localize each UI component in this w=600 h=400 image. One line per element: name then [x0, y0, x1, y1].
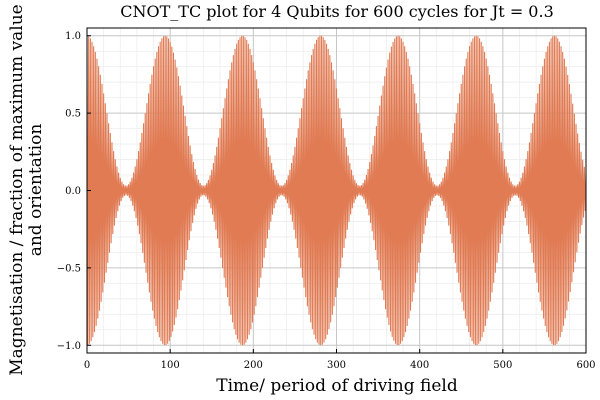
x-tick-label: 200	[244, 360, 263, 371]
x-axis-label: Time/ period of driving field	[216, 376, 458, 396]
y-tick-label: 0.0	[65, 186, 81, 197]
x-tick-label: 300	[327, 360, 346, 371]
x-tick-label: 500	[493, 360, 512, 371]
y-axis-label: Magnetisation / fraction of maximum valu…	[7, 4, 46, 375]
series-line	[87, 35, 586, 346]
y-tick-label: 0.5	[65, 109, 81, 120]
y-axis-label-line-1: Magnetisation / fraction of maximum valu…	[7, 4, 27, 375]
chart-title: CNOT_TC plot for 4 Qubits for 600 cycles…	[120, 2, 554, 21]
series-layer	[87, 35, 586, 346]
x-axis-ticks: 0 100 200 300 400 500 600	[84, 349, 596, 371]
y-tick-label: −0.5	[57, 263, 81, 274]
y-axis-ticks: −1.0 −0.5 0.0 0.5 1.0	[57, 31, 91, 352]
y-tick-label: −1.0	[57, 341, 81, 352]
y-axis-label-line-2: and orientation	[26, 124, 46, 257]
x-tick-label: 0	[84, 360, 90, 371]
x-tick-label: 600	[576, 360, 595, 371]
x-tick-label: 100	[161, 360, 180, 371]
x-tick-label: 400	[410, 360, 429, 371]
y-tick-label: 1.0	[65, 31, 81, 42]
